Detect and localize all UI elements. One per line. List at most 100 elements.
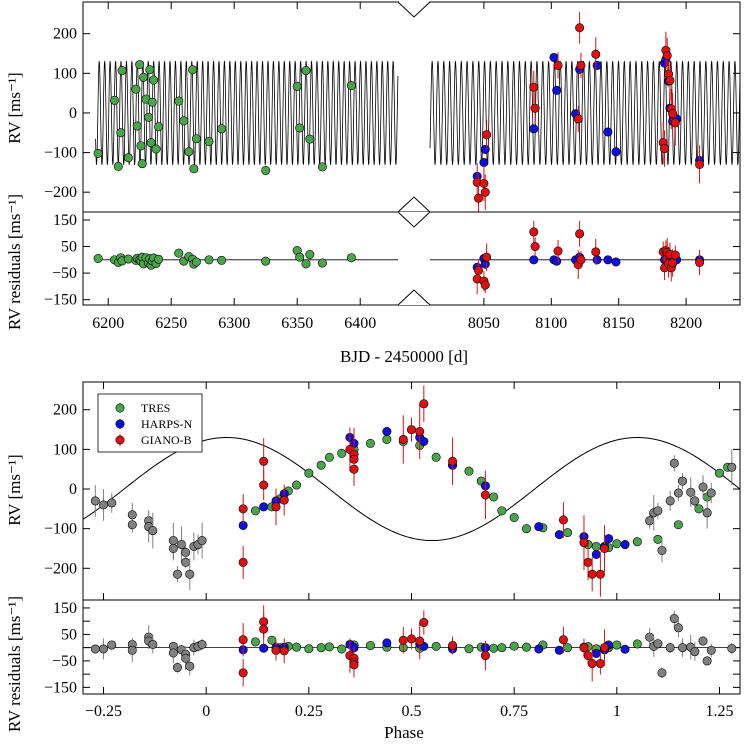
phase-res-point <box>382 638 392 648</box>
legend-marker-giano-b <box>115 435 125 445</box>
phase-rv-point <box>673 520 683 530</box>
legend-entry-harps-n: HARPS-N <box>115 417 193 431</box>
time-res-point <box>346 253 356 263</box>
phase-rv-point <box>365 438 375 448</box>
time-rv-point <box>662 50 672 60</box>
time-rv-point <box>189 164 199 174</box>
time-rv-point <box>179 116 189 126</box>
time-res-point <box>474 265 484 275</box>
phase-res-point <box>665 643 675 653</box>
phase-res-ytick-label: 50 <box>61 626 77 643</box>
time-res-point <box>576 255 586 265</box>
phase-res-point <box>168 648 178 658</box>
time-res-point <box>591 247 601 257</box>
phase-res-point <box>259 624 269 634</box>
time-xtick-label: 6300 <box>218 315 250 332</box>
time-xtick-label: 6200 <box>92 315 124 332</box>
legend-marker-tres <box>115 403 125 413</box>
phase-res-point <box>181 653 191 663</box>
time-rv-point <box>670 118 680 128</box>
time-rv-frame <box>82 1 741 213</box>
time-res-series-tres <box>93 246 356 270</box>
phase-rv-point <box>448 456 458 466</box>
time-rv-point <box>549 52 559 62</box>
time-rv-model-curve-right <box>429 60 741 166</box>
phase-rv-point <box>509 513 519 523</box>
time-res-point <box>154 254 164 264</box>
time-rv-series-tres <box>93 60 356 175</box>
phase-res-point <box>148 639 158 649</box>
phase-res-point <box>279 646 289 656</box>
time-rv-point <box>146 138 156 148</box>
time-rv-point <box>147 97 157 107</box>
phase-rv-point <box>406 425 416 435</box>
phase-res-point <box>398 635 408 645</box>
time-rv-point <box>529 82 539 92</box>
phase-res-point <box>673 623 683 633</box>
time-xtick-label: 6250 <box>155 315 187 332</box>
phase-rv-point <box>250 506 260 516</box>
phase-rv-point <box>337 448 347 458</box>
phase-rv-point <box>678 476 688 486</box>
phase-rv-point <box>612 539 622 549</box>
phase-res-ytick-label: 150 <box>53 600 77 617</box>
time-rv-point <box>573 114 583 124</box>
time-rv-point <box>660 144 670 154</box>
phase-rv-point <box>349 464 359 474</box>
phase-res-point <box>558 635 568 645</box>
time-rv-point <box>292 81 302 91</box>
time-res-point <box>695 257 705 267</box>
time-rv-series-giano-b <box>472 11 705 212</box>
phase-rv-point <box>316 460 326 470</box>
legend-label-harps-n: HARPS-N <box>141 417 193 431</box>
phase-res-point <box>172 663 182 673</box>
phase-res-point <box>653 639 663 649</box>
time-res-point <box>553 246 563 256</box>
phase-rv-point <box>480 490 490 500</box>
phase-res-point <box>419 618 429 628</box>
legend-label-tres: TRES <box>141 401 170 415</box>
phase-res-point <box>238 635 248 645</box>
phase-rv-point <box>279 495 289 505</box>
time-rv-point <box>117 66 127 76</box>
phase-rv-point <box>645 516 655 526</box>
phase-res-point <box>365 641 375 651</box>
time-rv-point <box>144 112 154 122</box>
time-rv-ytick-label: −100 <box>44 145 77 162</box>
phase-xtick-label: 1 <box>613 703 621 720</box>
phase-res-point <box>464 644 474 654</box>
time-rv-point <box>217 124 227 134</box>
phase-rv-point <box>632 537 642 547</box>
time-rv-point <box>482 130 492 140</box>
time-xtick-label: 8100 <box>535 315 567 332</box>
time-rv-point <box>575 23 585 33</box>
time-xtick-label: 8200 <box>670 315 702 332</box>
phase-res-point <box>271 645 281 655</box>
phase-rv-point <box>489 492 499 502</box>
legend-marker-harps-n <box>115 419 125 429</box>
phase-xtick-label: 0.75 <box>500 703 528 720</box>
time-rv-point <box>138 72 148 82</box>
phase-res-point <box>554 645 564 655</box>
time-rv-point <box>301 66 311 76</box>
time-rv-ytick-label: 100 <box>53 65 77 82</box>
phase-res-y-axis-title: RV residuals [ms⁻¹] <box>5 596 24 732</box>
phase-rv-point <box>419 399 429 409</box>
time-rv-point <box>317 162 327 172</box>
time-xtick-label: 6400 <box>344 315 376 332</box>
phase-res-point <box>99 644 109 654</box>
phase-rv-point <box>587 569 597 579</box>
phase-rv-ytick-label: −100 <box>44 521 77 538</box>
time-rv-point <box>188 65 198 75</box>
time-rv-y-axis-title: RV [ms⁻¹] <box>5 72 24 143</box>
time-res-point <box>670 250 680 260</box>
phase-res-point <box>509 641 519 651</box>
phase-rv-point <box>554 530 564 540</box>
time-rv-point <box>137 159 147 169</box>
axis-break-marker-top <box>397 1 431 18</box>
phase-res-point <box>702 656 712 666</box>
time-rv-ytick-label: 0 <box>69 105 77 122</box>
phase-res-point <box>480 651 490 661</box>
phase-rv-series-harps-n <box>238 427 630 559</box>
time-rv-point <box>474 193 484 203</box>
